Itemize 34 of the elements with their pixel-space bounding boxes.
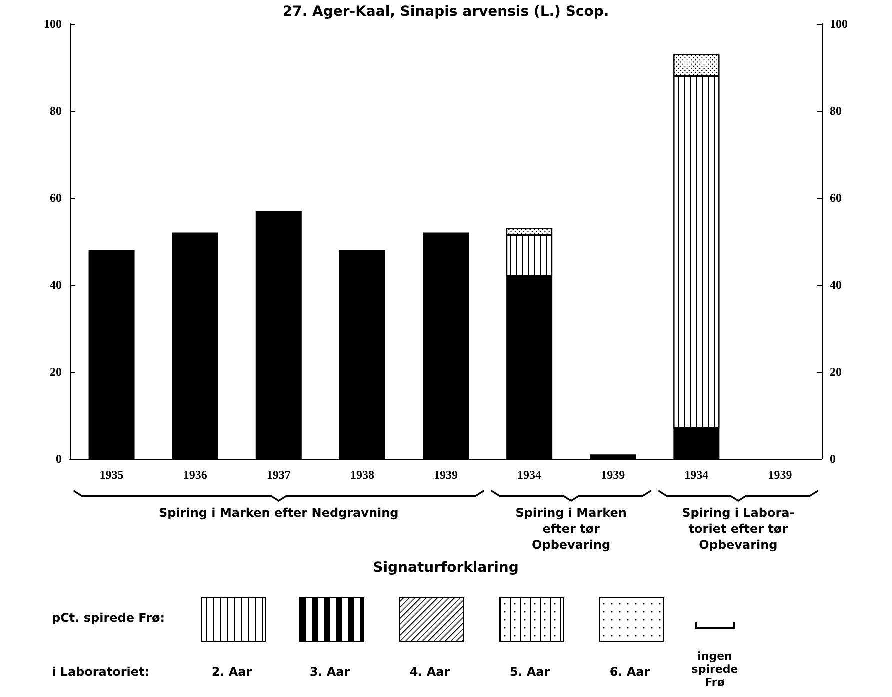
text: 4. Aar [410, 665, 450, 679]
text: 3. Aar [310, 665, 350, 679]
x-tick-label: 1939 [434, 468, 458, 482]
y2-tick-label: 40 [830, 278, 842, 292]
x-tick-label: 1937 [266, 468, 291, 482]
y-tick-label: 40 [50, 278, 62, 292]
text: Spiring i Marken efter Nedgravning [159, 506, 399, 520]
text: Spiring i Marken efter tør Opbevaring [516, 506, 627, 552]
text: 5. Aar [510, 665, 550, 679]
y2-tick-label: 0 [830, 452, 836, 466]
y2-tick-label: 20 [830, 365, 842, 379]
text: Spiring i Labora- toriet efter tør Opbevaring [682, 506, 795, 552]
text: 2. Aar [212, 665, 252, 679]
y2-tick-label: 100 [830, 17, 848, 31]
y-tick-label: 80 [50, 104, 62, 118]
x-tick-label: 1934 [518, 468, 542, 482]
x-tick-label: 1934 [684, 468, 709, 482]
text: i Laboratoriet: [52, 665, 150, 679]
y-tick-label: 0 [56, 452, 62, 466]
text: Signaturforklaring [373, 560, 519, 576]
y-tick-label: 60 [50, 191, 62, 205]
text: 6. Aar [610, 665, 650, 679]
text: ingen spirede Frø [692, 650, 738, 689]
y-tick-label: 20 [50, 365, 62, 379]
x-tick-label: 1935 [100, 468, 124, 482]
text: pCt. spirede Frø: [52, 611, 166, 625]
x-tick-label: 1939 [768, 468, 792, 482]
chart-title: 27. Ager-Kaal, Sinapis arvensis (L.) Scop. [282, 4, 610, 20]
y-tick-label: 100 [44, 17, 62, 31]
x-tick-label: 1938 [350, 468, 374, 482]
y2-tick-label: 60 [830, 191, 842, 205]
x-tick-label: 1936 [183, 468, 208, 482]
x-tick-label: 1939 [601, 468, 626, 482]
y2-tick-label: 80 [830, 104, 842, 118]
